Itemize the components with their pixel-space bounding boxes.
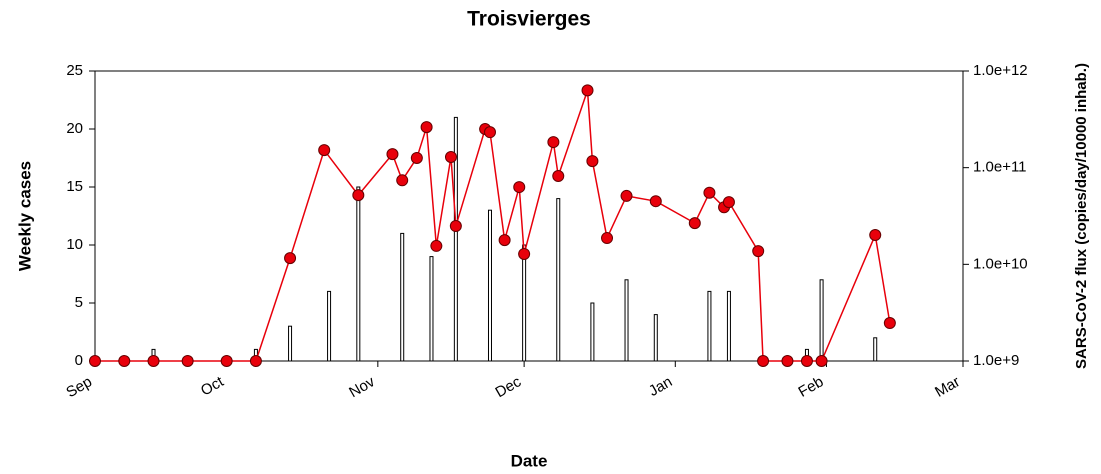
bar — [707, 290, 712, 362]
bar — [356, 186, 361, 362]
marker — [781, 355, 794, 367]
marker — [883, 317, 896, 330]
bar — [522, 244, 527, 362]
y-tick-label: 25 — [66, 62, 83, 79]
marker — [518, 247, 531, 260]
marker — [513, 181, 526, 194]
bar — [400, 232, 405, 362]
marker — [620, 189, 633, 202]
marker — [181, 355, 194, 367]
x-axis-label: Date — [511, 451, 548, 470]
y-tick-label: 20 — [66, 120, 83, 137]
marker — [147, 355, 160, 367]
y-axis-label: Weekly cases — [15, 161, 34, 271]
bar — [453, 116, 458, 362]
x-tick-label: Mar — [932, 373, 963, 401]
bar — [429, 256, 434, 362]
marker — [722, 196, 735, 209]
marker — [410, 151, 423, 164]
marker — [869, 229, 882, 242]
marker — [483, 126, 496, 139]
marker — [815, 355, 828, 367]
x-tick-label: Dec — [492, 373, 524, 401]
chart-title: Troisvierges — [467, 8, 591, 31]
x-tick-label: Sep — [63, 373, 95, 401]
marker — [581, 84, 594, 97]
marker — [89, 355, 101, 367]
bar — [819, 279, 824, 362]
bar — [653, 314, 658, 362]
plot-frame — [94, 70, 964, 362]
marker — [352, 189, 365, 202]
bar — [327, 290, 332, 362]
marker — [688, 217, 701, 230]
y2-tick-label: 1.0e+10 — [973, 255, 1028, 272]
marker — [601, 232, 614, 245]
bar — [487, 209, 492, 362]
y2-tick-label: 1.0e+9 — [973, 352, 1019, 369]
marker — [386, 148, 399, 161]
marker — [420, 121, 433, 134]
y2-axis-label: SARS-CoV-2 flux (copies/day/10000 inhab.… — [1073, 63, 1090, 369]
bar — [556, 198, 561, 362]
y-tick-label: 5 — [75, 294, 83, 311]
marker — [449, 220, 462, 233]
bar — [288, 325, 293, 362]
marker — [752, 245, 765, 258]
x-tick-label: Oct — [198, 373, 227, 400]
marker — [318, 144, 331, 157]
y-tick-label: 0 — [75, 352, 83, 369]
bar — [873, 337, 878, 362]
marker — [649, 195, 662, 208]
marker — [249, 355, 262, 367]
x-tick-label: Jan — [646, 373, 675, 400]
y-tick-label: 10 — [66, 236, 83, 253]
marker — [800, 355, 813, 367]
marker — [547, 136, 560, 149]
y2-tick-label: 1.0e+12 — [973, 62, 1028, 79]
y2-tick-label: 1.0e+11 — [973, 159, 1027, 176]
marker — [220, 355, 233, 367]
marker — [498, 234, 511, 247]
marker — [430, 239, 443, 252]
marker — [586, 155, 599, 168]
bar — [590, 302, 595, 362]
marker — [703, 186, 716, 199]
bar — [726, 290, 731, 362]
bar — [624, 279, 629, 362]
x-tick-label: Feb — [796, 373, 827, 401]
marker — [284, 252, 297, 265]
y-tick-label: 15 — [66, 178, 83, 195]
marker — [757, 355, 770, 367]
marker — [552, 169, 565, 182]
x-tick-label: Nov — [346, 373, 378, 401]
marker — [118, 355, 131, 367]
marker — [444, 150, 457, 163]
marker — [396, 174, 409, 187]
